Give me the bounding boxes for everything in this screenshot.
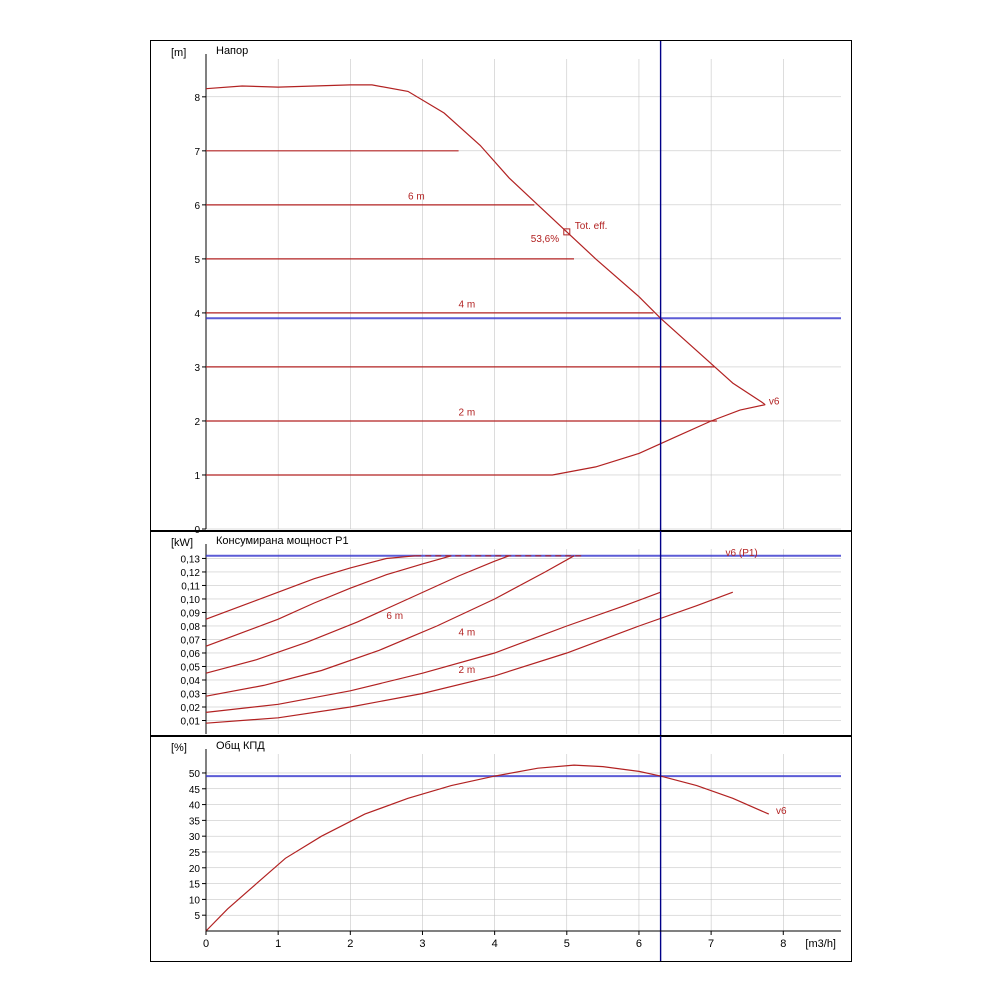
- svg-text:8: 8: [780, 938, 786, 950]
- svg-text:4: 4: [492, 938, 498, 950]
- svg-text:0,03: 0,03: [181, 689, 201, 700]
- svg-text:3: 3: [194, 363, 200, 374]
- svg-text:1: 1: [194, 471, 200, 482]
- svg-text:[m3/h]: [m3/h]: [805, 938, 836, 950]
- svg-text:[kW]: [kW]: [171, 537, 193, 549]
- svg-text:5: 5: [194, 911, 200, 922]
- svg-text:15: 15: [189, 880, 201, 891]
- svg-text:0,11: 0,11: [181, 581, 200, 592]
- svg-text:v6: v6: [776, 806, 787, 817]
- chart-svg: 012345678[m]Напорv66 m4 m2 mTot. eff.53,…: [151, 41, 851, 961]
- svg-text:6 m: 6 m: [386, 611, 403, 622]
- svg-text:Напор: Напор: [216, 45, 248, 57]
- svg-text:0,09: 0,09: [181, 608, 201, 619]
- svg-text:45: 45: [189, 785, 201, 796]
- svg-text:50: 50: [189, 769, 201, 780]
- svg-text:2: 2: [194, 417, 200, 428]
- svg-text:Консумирана мощност P1: Консумирана мощност P1: [216, 535, 349, 547]
- svg-text:2 m: 2 m: [459, 408, 476, 419]
- svg-text:0,01: 0,01: [181, 716, 201, 727]
- svg-text:[%]: [%]: [171, 742, 187, 754]
- svg-text:4 m: 4 m: [459, 300, 476, 311]
- svg-text:0,02: 0,02: [181, 703, 201, 714]
- svg-text:8: 8: [194, 93, 200, 104]
- svg-text:4: 4: [194, 309, 200, 320]
- svg-text:2: 2: [347, 938, 353, 950]
- svg-text:7: 7: [194, 147, 200, 158]
- pump-chart: 012345678[m]Напорv66 m4 m2 mTot. eff.53,…: [150, 40, 852, 962]
- svg-text:0,10: 0,10: [181, 595, 201, 606]
- svg-text:1: 1: [275, 938, 281, 950]
- svg-text:[m]: [m]: [171, 47, 186, 59]
- svg-text:35: 35: [189, 816, 201, 827]
- svg-text:6: 6: [636, 938, 642, 950]
- svg-text:0,05: 0,05: [181, 662, 201, 673]
- svg-text:5: 5: [194, 255, 200, 266]
- svg-text:3: 3: [419, 938, 425, 950]
- svg-text:0,04: 0,04: [181, 676, 201, 687]
- svg-text:10: 10: [189, 895, 201, 906]
- svg-text:30: 30: [189, 832, 201, 843]
- svg-text:0,13: 0,13: [181, 554, 201, 565]
- svg-text:25: 25: [189, 848, 201, 859]
- svg-text:6 m: 6 m: [408, 191, 425, 202]
- svg-text:v6: v6: [769, 397, 780, 408]
- svg-text:0,07: 0,07: [181, 635, 201, 646]
- svg-text:7: 7: [708, 938, 714, 950]
- svg-text:Tot. eff.: Tot. eff.: [575, 221, 608, 232]
- svg-text:40: 40: [189, 801, 201, 812]
- svg-text:0,12: 0,12: [181, 568, 201, 579]
- svg-text:Общ КПД: Общ КПД: [216, 740, 265, 752]
- svg-text:0,08: 0,08: [181, 622, 201, 633]
- svg-text:v6 (P1): v6 (P1): [726, 548, 758, 559]
- svg-text:53,6%: 53,6%: [531, 234, 559, 245]
- svg-text:0,06: 0,06: [181, 649, 201, 660]
- svg-text:0: 0: [203, 938, 209, 950]
- svg-text:2 m: 2 m: [459, 665, 476, 676]
- svg-text:5: 5: [564, 938, 570, 950]
- svg-text:4 m: 4 m: [459, 627, 476, 638]
- svg-text:6: 6: [194, 201, 200, 212]
- svg-text:20: 20: [189, 864, 201, 875]
